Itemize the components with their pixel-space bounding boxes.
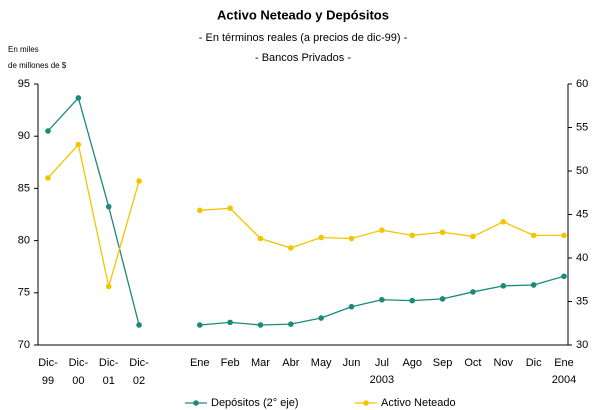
data-point	[45, 128, 51, 134]
x-tick-label: Dic	[525, 357, 542, 369]
x-tick-label: Jun	[342, 357, 361, 369]
data-point	[227, 205, 233, 212]
data-point	[257, 322, 264, 328]
y2-tick-label: 45	[576, 208, 588, 220]
x-year-label: 2004	[551, 374, 577, 386]
x-tick-label: Oct	[464, 357, 482, 369]
chart-subtitle: - Bancos Privados -	[255, 52, 351, 64]
x-tick-label: Ene	[189, 357, 210, 369]
y2-tick-label: 55	[576, 121, 588, 133]
y-tick-label: 90	[18, 130, 30, 142]
data-point	[439, 296, 446, 302]
legend-label: Depósitos (2° eje)	[211, 397, 299, 409]
x-tick-label: May	[310, 357, 332, 369]
y2-tick-label: 35	[576, 295, 588, 307]
data-point	[75, 141, 82, 148]
data-point	[348, 235, 355, 242]
data-point	[136, 178, 142, 184]
chart-subtitle: - En términos reales (a precios de dic-9…	[199, 32, 408, 44]
x-year-label: 2003	[369, 374, 395, 386]
legend-marker	[363, 400, 369, 406]
y-tick-label: 85	[18, 182, 30, 194]
x-tick-label: Feb	[220, 357, 240, 369]
data-point	[257, 235, 264, 242]
y-tick-label: 80	[18, 235, 30, 247]
data-point	[318, 315, 324, 321]
data-point	[45, 175, 51, 181]
data-point	[105, 203, 112, 210]
x-tick-label: Ene	[554, 357, 574, 369]
y-tick-label: 70	[18, 339, 30, 351]
data-point	[379, 227, 385, 233]
data-point	[105, 283, 112, 290]
y2-tick-label: 60	[576, 78, 588, 90]
data-point	[288, 245, 294, 251]
x-tick-label: Dic-02	[129, 357, 149, 387]
data-point	[470, 289, 476, 295]
y-axis-label: de millones de $	[8, 61, 67, 70]
data-point	[561, 232, 567, 239]
x-tick-label: Dic-00	[68, 357, 89, 387]
x-tick-label: Ago	[402, 357, 423, 369]
x-tick-label: Dic-99	[38, 357, 58, 387]
data-point	[409, 297, 416, 304]
series-line	[47, 96, 565, 326]
y2-tick-label: 50	[576, 165, 588, 177]
data-point	[318, 234, 324, 241]
legend-marker	[193, 400, 199, 406]
y2-tick-label: 40	[576, 252, 588, 264]
series-line	[47, 143, 564, 287]
x-tick-label: Dic-01	[98, 357, 119, 387]
x-tick-label: Sep	[432, 357, 453, 369]
x-tick-label: Mar	[250, 357, 270, 369]
data-point	[227, 319, 233, 326]
data-point	[196, 322, 203, 328]
chart-title: Activo Neteado y Depósitos	[217, 7, 389, 22]
y-tick-label: 75	[18, 287, 30, 299]
y2-tick-label: 30	[576, 339, 588, 351]
x-tick-label: Abr	[282, 357, 300, 369]
x-tick-label: Nov	[493, 357, 514, 369]
data-point	[75, 95, 82, 101]
data-point	[530, 282, 537, 288]
data-point	[470, 233, 476, 240]
x-tick-label: Jul	[374, 357, 389, 369]
data-point	[196, 207, 203, 214]
data-point	[500, 219, 507, 225]
data-point	[409, 232, 416, 239]
data-point	[136, 322, 142, 328]
legend-label: Activo Neteado	[381, 397, 456, 409]
data-point	[439, 229, 446, 236]
y-tick-label: 95	[18, 78, 30, 90]
y-axis-label: En miles	[8, 45, 39, 54]
data-point	[288, 321, 294, 327]
data-point	[379, 296, 385, 303]
data-point	[530, 232, 537, 239]
data-point	[500, 283, 507, 289]
data-point	[561, 273, 567, 280]
data-point	[348, 303, 355, 310]
